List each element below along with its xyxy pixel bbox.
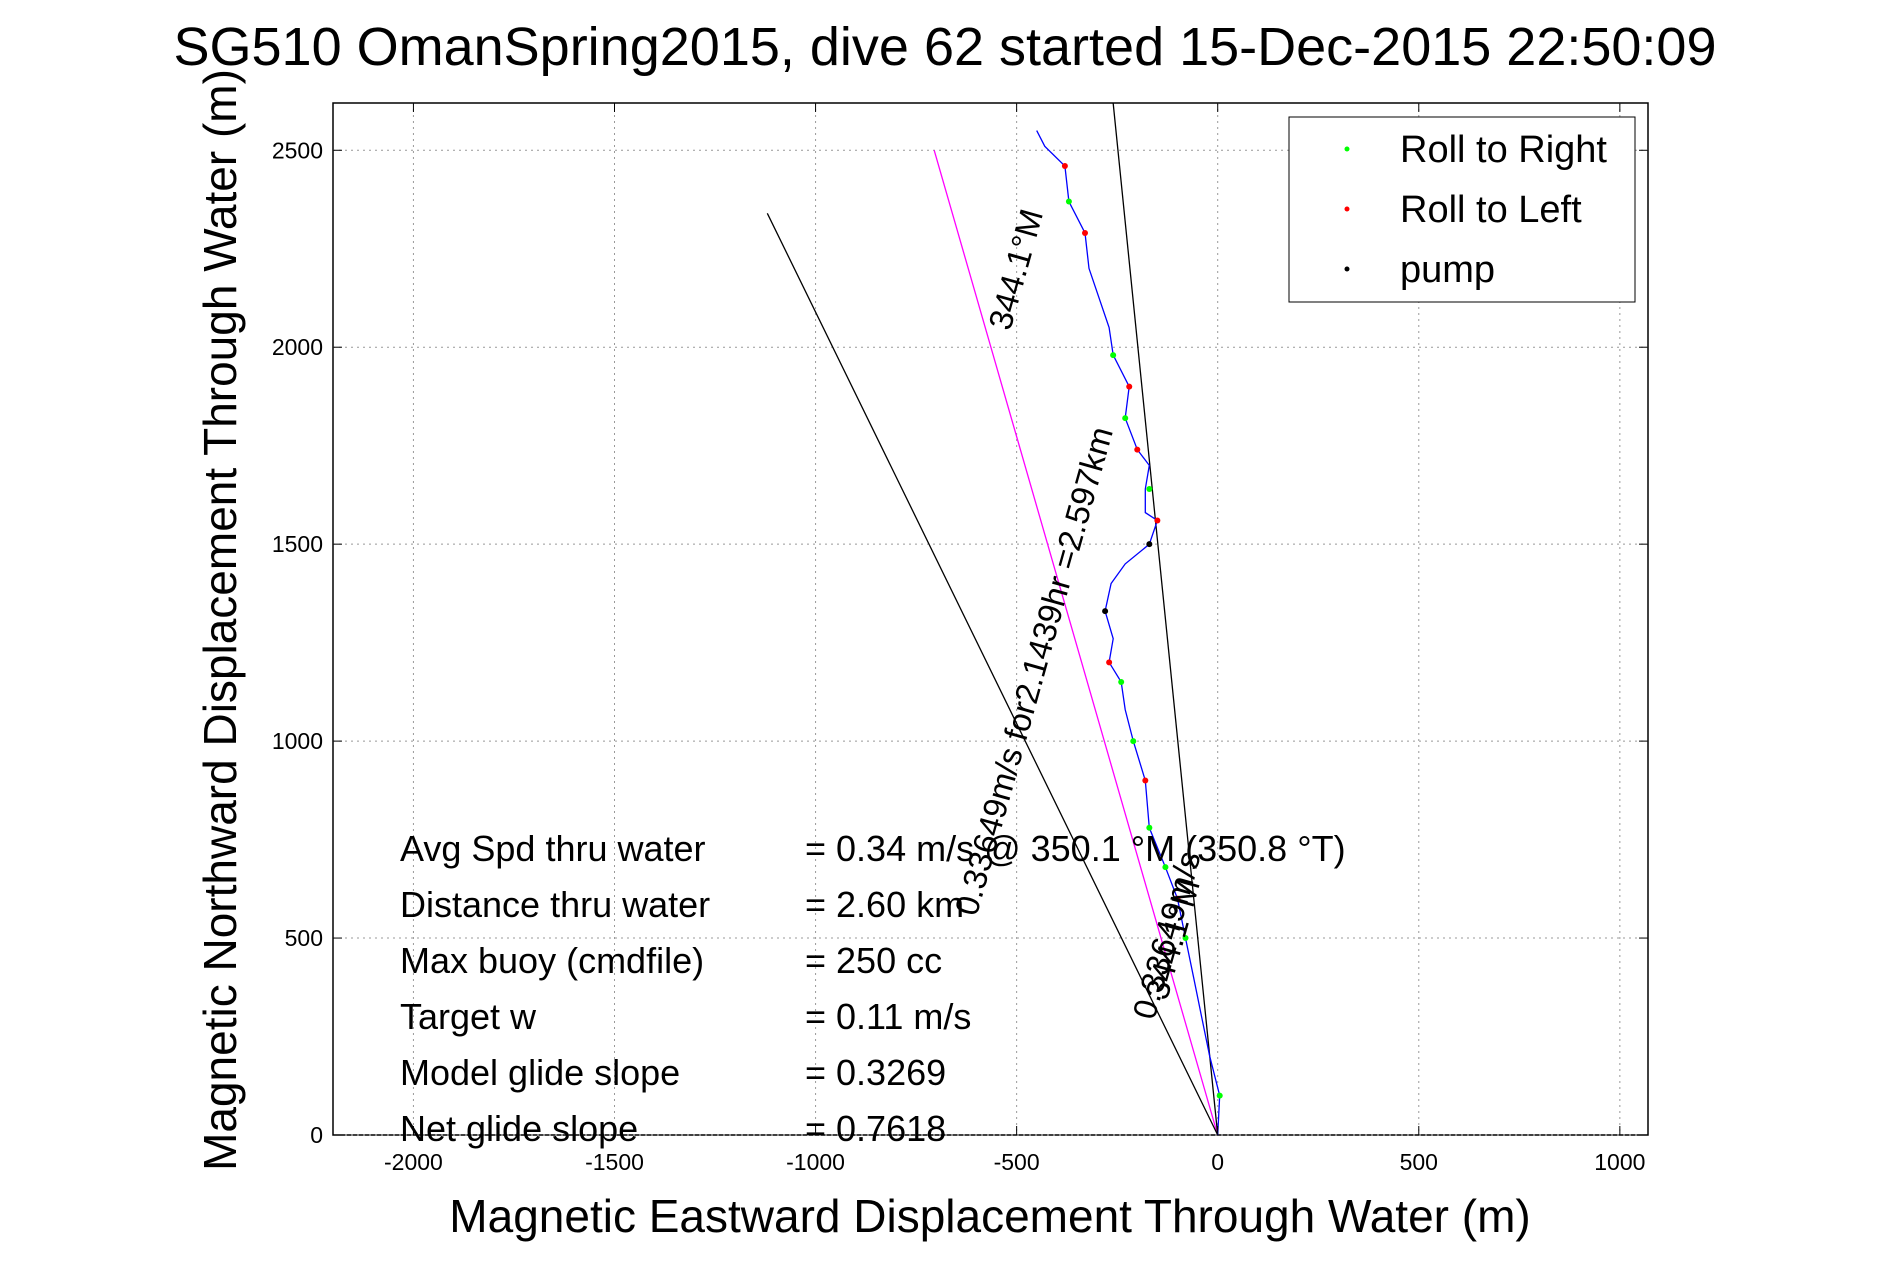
track-point-roll-left (1174, 895, 1181, 902)
track-point-roll-right (1118, 679, 1125, 686)
legend-marker (1344, 146, 1350, 152)
track-point-roll-right (1130, 738, 1137, 745)
x-tick-label: 0 (1211, 1149, 1224, 1175)
stat-value: = 0.34 m/s @ 350.1 °M (350.8 °T) (805, 828, 1346, 869)
reference-lines (766, 102, 1219, 1136)
track-point-roll-left (1142, 777, 1149, 784)
track-point-pump (1146, 541, 1153, 548)
legend-label: pump (1400, 249, 1495, 291)
stat-value: = 0.11 m/s (805, 996, 971, 1037)
stat-label: Model glide slope (400, 1052, 680, 1093)
stat-label: Target w (400, 996, 537, 1037)
reference-line-magenta (933, 150, 1219, 1136)
reference-line-black-right (1112, 102, 1219, 1136)
stat-label: Distance thru water (400, 884, 710, 925)
x-tick-label: -1000 (786, 1149, 845, 1175)
track-point-roll-left (1061, 163, 1068, 170)
stat-value: = 0.7618 (805, 1108, 946, 1149)
track-point-pump (1102, 608, 1109, 615)
reference-line-black-left (766, 213, 1219, 1136)
track-point-roll-left (1082, 229, 1089, 236)
glider-track (1036, 130, 1223, 1136)
legend-label: Roll to Left (1400, 189, 1582, 231)
y-tick-label: 500 (285, 925, 323, 951)
grid-lines (333, 103, 1648, 1136)
stat-label: Max buoy (cmdfile) (400, 940, 704, 981)
track-point-roll-left (1106, 659, 1113, 666)
stat-label: Avg Spd thru water (400, 828, 706, 869)
axis-ticks: -2000 -1500 -1000 -500 0 500 1000 0 500 1000 1500 2… (272, 103, 1648, 1175)
stat-value: = 250 cc (805, 940, 942, 981)
x-tick-label: -2000 (384, 1149, 443, 1175)
legend-label: Roll to Right (1400, 129, 1607, 171)
track-point-roll-left (1154, 517, 1161, 524)
track-point-roll-right (1122, 415, 1129, 422)
y-tick-label: 2000 (272, 334, 323, 360)
track-point-roll-right (1146, 824, 1153, 831)
y-tick-label: 1000 (272, 728, 323, 754)
stat-value: = 2.60 km (805, 884, 964, 925)
x-tick-label: 1000 (1594, 1149, 1645, 1175)
x-tick-label: -500 (994, 1149, 1040, 1175)
track-point-roll-right (1065, 198, 1072, 205)
legend-marker (1344, 206, 1350, 212)
stats-box: Avg Spd thru water = 0.34 m/s @ 350.1 °M … (400, 828, 1346, 1149)
y-tick-label: 2500 (272, 137, 323, 163)
y-tick-label: 0 (310, 1122, 323, 1148)
track-point-roll-right (1162, 864, 1169, 871)
x-axis-label: Magnetic Eastward Displacement Through W… (449, 1190, 1530, 1242)
track-line (1036, 130, 1221, 1136)
track-point-roll-left (1134, 446, 1141, 453)
x-tick-label: -1500 (585, 1149, 644, 1175)
track-point-roll-right (1216, 1092, 1223, 1099)
y-tick-label: 1500 (272, 531, 323, 557)
chart-title: SG510 OmanSpring2015, dive 62 started 15… (173, 17, 1716, 77)
legend-marker (1344, 266, 1350, 272)
stat-value: = 0.3269 (805, 1052, 946, 1093)
x-tick-label: 500 (1400, 1149, 1438, 1175)
stat-label: Net glide slope (400, 1108, 638, 1149)
y-axis-label: Magnetic Northward Displacement Through … (194, 69, 246, 1171)
track-point-roll-right (1110, 352, 1117, 359)
track-point-roll-right (1146, 486, 1153, 493)
track-point-roll-right (1182, 935, 1189, 942)
track-point-roll-left (1126, 383, 1133, 390)
legend: Roll to Right Roll to Left pump (1288, 116, 1636, 303)
